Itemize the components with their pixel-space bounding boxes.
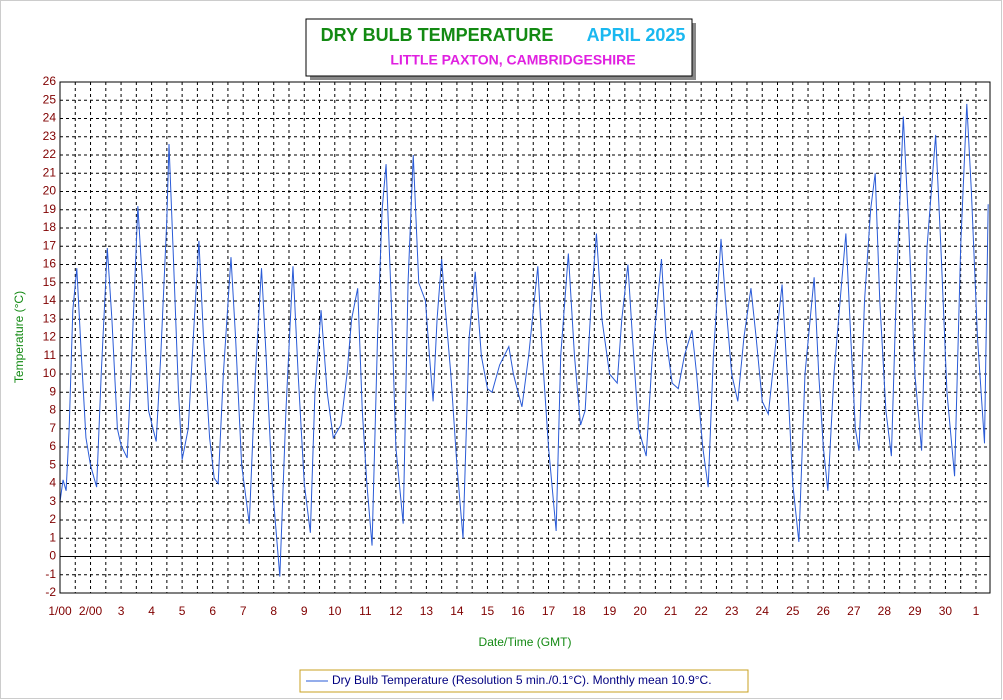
y-tick-label: 9: [49, 384, 56, 398]
y-tick-label: -1: [45, 567, 56, 581]
y-tick-label: 14: [43, 293, 57, 307]
y-tick-label: 1: [49, 530, 56, 544]
y-tick-label: 10: [43, 366, 57, 380]
y-tick-label: 18: [43, 220, 57, 234]
x-tick-label: 26: [817, 604, 831, 618]
y-tick-label: 13: [43, 311, 57, 325]
x-tick-label: 5: [179, 604, 186, 618]
temperature-line: [59, 103, 989, 577]
x-tick-label: 12: [389, 604, 403, 618]
chart-subtitle: LITTLE PAXTON, CAMBRIDGESHIRE: [390, 52, 635, 68]
x-tick-label: 8: [270, 604, 277, 618]
y-tick-label: 2: [49, 512, 56, 526]
x-tick-label: 27: [847, 604, 861, 618]
y-tick-label: 26: [43, 74, 57, 88]
legend-box: [299, 669, 749, 693]
x-tick-label: 25: [786, 604, 800, 618]
y-tick-label: 7: [49, 421, 56, 435]
x-tick-label: 2/00: [79, 604, 103, 618]
x-tick-label: 3: [118, 604, 125, 618]
x-tick-label: 16: [511, 604, 525, 618]
x-tick-label: 30: [939, 604, 953, 618]
x-tick-label: 20: [633, 604, 647, 618]
y-tick-label: 4: [49, 476, 56, 490]
y-tick-label: 15: [43, 275, 57, 289]
x-tick-label: 17: [542, 604, 556, 618]
x-tick-label: 18: [572, 604, 586, 618]
y-tick-label: 21: [43, 165, 57, 179]
chart-period: APRIL 2025: [587, 25, 686, 45]
y-tick-label: 25: [43, 92, 57, 106]
y-tick-label: 0: [49, 549, 56, 563]
y-tick-label: 19: [43, 202, 57, 216]
x-tick-label: 21: [664, 604, 678, 618]
x-tick-label: 7: [240, 604, 247, 618]
x-tick-label: 29: [908, 604, 922, 618]
y-tick-label: 23: [43, 129, 57, 143]
y-tick-label: 12: [43, 330, 57, 344]
x-tick-label: 10: [328, 604, 342, 618]
x-tick-label: 22: [694, 604, 708, 618]
y-tick-label: 3: [49, 494, 56, 508]
x-tick-label: 24: [756, 604, 770, 618]
x-tick-label: 9: [301, 604, 308, 618]
x-tick-label: 4: [148, 604, 155, 618]
x-tick-label: 6: [209, 604, 216, 618]
chart-title: DRY BULB TEMPERATURE: [321, 25, 554, 45]
y-tick-label: 8: [49, 403, 56, 417]
y-axis-label: Temperature (°C): [12, 291, 26, 383]
y-tick-label: 17: [43, 238, 57, 252]
x-tick-label: 1/00: [48, 604, 72, 618]
y-tick-label: 16: [43, 257, 57, 271]
x-tick-label: 15: [481, 604, 495, 618]
x-tick-label: 14: [450, 604, 464, 618]
y-tick-label: 6: [49, 439, 56, 453]
legend-label: Dry Bulb Temperature (Resolution 5 min./…: [332, 673, 712, 687]
plot-border: [59, 81, 991, 594]
x-axis-label: Date/Time (GMT): [479, 635, 572, 649]
y-tick-label: -2: [45, 585, 56, 599]
y-tick-label: 20: [43, 184, 57, 198]
y-tick-label: 5: [49, 457, 56, 471]
x-tick-label: 28: [878, 604, 892, 618]
y-tick-label: 24: [43, 111, 57, 125]
y-tick-label: 22: [43, 147, 57, 161]
y-tick-label: 11: [44, 348, 57, 362]
x-tick-label: 19: [603, 604, 617, 618]
x-tick-label: 1: [973, 604, 980, 618]
title-box: [305, 18, 693, 77]
x-tick-label: 23: [725, 604, 739, 618]
x-tick-label: 13: [420, 604, 434, 618]
x-tick-label: 11: [359, 604, 372, 618]
